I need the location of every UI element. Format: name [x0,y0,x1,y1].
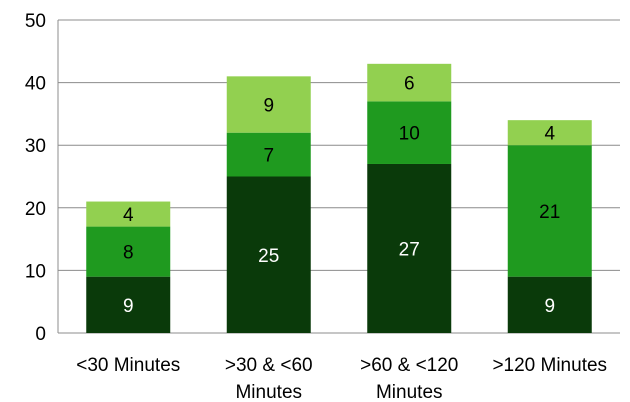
bar-segment [86,226,171,277]
bar-value-label: 7 [263,146,274,167]
bar-value-label: 9 [263,96,274,117]
bar-segment [507,120,592,146]
y-tick-label: 0 [35,324,46,345]
bar-segment [226,132,311,177]
x-category-label: >120 Minutes [492,355,607,376]
x-axis-category-labels: <30 Minutes >30 & <60 Minutes >60 & <120 Min… [76,355,607,402]
data-labels: 9 8 4 25 7 9 27 10 6 9 21 4 [123,74,560,317]
bar-value-label: 21 [539,202,560,223]
y-axis-tick-labels: 0 10 20 30 40 50 [25,11,46,345]
y-tick-label: 50 [25,11,46,32]
bar-value-label: 8 [123,243,134,264]
y-tick-label: 40 [25,74,46,95]
bar-segment [226,176,311,333]
y-tick-label: 30 [25,136,46,157]
x-category-label: <30 Minutes [76,355,180,376]
bar-value-label: 6 [404,74,415,95]
y-tick-label: 20 [25,199,46,220]
x-category-label: >30 & <60 [225,355,313,376]
bar-segment [507,276,592,333]
bar-segment [367,63,452,102]
bar-value-label: 25 [258,246,279,267]
bar-value-label: 4 [123,205,134,226]
bar-value-label: 10 [399,124,420,145]
bar-segment [367,163,452,333]
bar-segment [86,276,171,333]
bar-value-label: 27 [399,239,420,260]
bar-value-label: 4 [544,124,555,145]
bars [86,63,592,333]
y-tick-label: 10 [25,261,46,282]
x-category-label: >60 & <120 [360,355,458,376]
x-category-label: Minutes [235,382,302,402]
bar-segment [226,76,311,133]
x-category-label: Minutes [376,382,443,402]
bar-segment [507,145,592,277]
bar-segment [86,201,171,227]
bar-value-label: 9 [544,296,555,317]
bar-value-label: 9 [123,296,134,317]
bar-segment [367,101,452,164]
